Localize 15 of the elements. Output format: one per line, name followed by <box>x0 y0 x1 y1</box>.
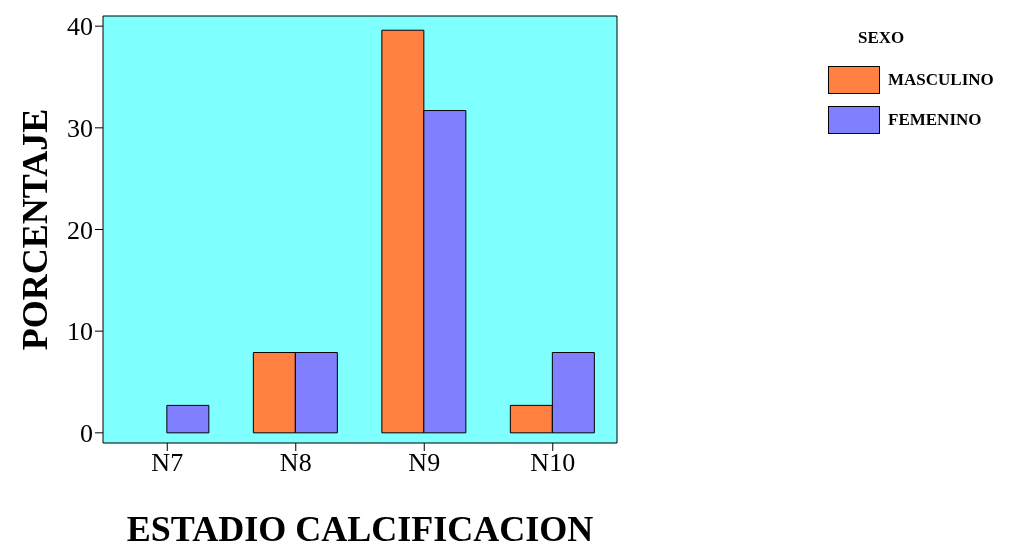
x-tick-label: N7 <box>151 448 184 478</box>
y-tick-label: 10 <box>67 317 93 347</box>
y-tick-label: 30 <box>67 114 93 144</box>
x-tick-label: N8 <box>279 448 312 478</box>
legend-title: SEXO <box>858 28 906 48</box>
x-tick-label: N10 <box>530 448 576 478</box>
x-axis-title: ESTADIO CALCIFICACION <box>126 509 594 549</box>
bar <box>166 404 210 434</box>
y-axis-title: PORCENTAJE <box>14 108 55 351</box>
y-tick-label: 20 <box>67 215 93 245</box>
x-tick-label: N9 <box>408 448 441 478</box>
legend-label: MASCULINO <box>888 70 994 90</box>
y-tick-label: 0 <box>80 419 93 449</box>
legend-label: FEMENINO <box>888 110 982 130</box>
y-tick-label: 40 <box>67 12 93 42</box>
